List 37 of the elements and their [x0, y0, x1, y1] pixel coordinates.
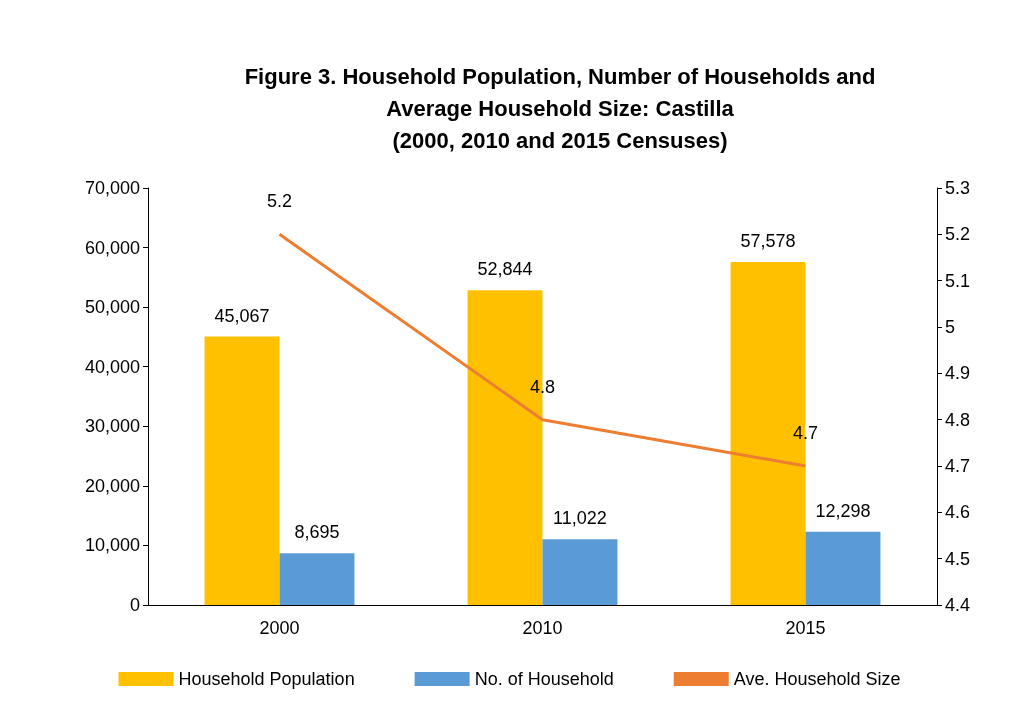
data-label: 8,695	[294, 522, 340, 543]
y2-tick-label: 4.9	[945, 363, 971, 384]
y-tick-label: 70,000	[84, 178, 140, 198]
data-label: 12,298	[815, 500, 871, 521]
data-label: 57,578	[740, 231, 796, 251]
y-tick-label: 10,000	[84, 535, 140, 556]
x-tick-label: 2010	[522, 618, 563, 638]
y2-tick-label: 4.6	[945, 502, 971, 523]
y2-tick-label: 4.5	[945, 548, 971, 569]
legend-label: No. of Household	[474, 669, 614, 689]
y2-tick-label: 5.1	[945, 270, 971, 291]
legend-label: Household Population	[178, 669, 355, 689]
data-label: 11,022	[553, 508, 607, 529]
y2-tick-label: 4.7	[945, 456, 971, 476]
y2-tick-label: 4.8	[945, 409, 971, 430]
data-label: 52,844	[477, 259, 533, 280]
x-tick-label: 2000	[259, 618, 300, 638]
bar	[805, 531, 881, 605]
data-label: 45,067	[214, 305, 270, 326]
chart-title: Figure 3. Household Population, Number of Households and Average Household Size: Castilla (2000, 2010 and 2015 Censuses)	[244, 63, 876, 153]
y2-tick-label: 4.4	[945, 595, 971, 615]
y-tick-label: 30,000	[84, 416, 140, 437]
y-tick-label: 60,000	[84, 237, 140, 258]
data-label: 5.2	[266, 191, 293, 212]
x-tick-label: 2015	[785, 618, 826, 638]
y-tick-label: 50,000	[84, 297, 140, 318]
bar	[204, 336, 280, 605]
y2-tick-label: 5.2	[945, 224, 971, 245]
legend-label: Ave. Household Size	[733, 669, 901, 689]
y2-tick-label: 5.3	[945, 178, 971, 198]
y-tick-label: 0	[129, 595, 140, 615]
data-label: 4.8	[529, 376, 556, 397]
bar	[279, 553, 355, 605]
y-tick-label: 40,000	[84, 356, 140, 377]
bar	[542, 539, 618, 605]
y-tick-label: 20,000	[84, 475, 140, 496]
y2-tick-label: 5	[945, 317, 956, 337]
